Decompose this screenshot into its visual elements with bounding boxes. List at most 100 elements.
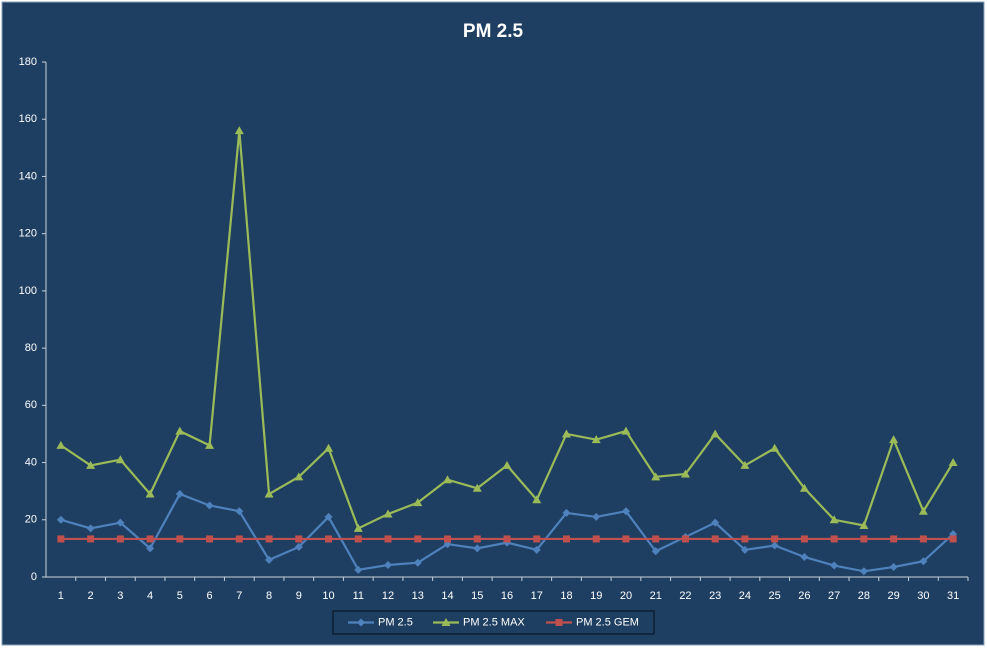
x-tick-label: 26 [798,590,810,602]
marker [681,535,689,543]
marker [829,515,839,524]
marker [265,555,274,564]
marker [740,460,750,469]
marker [146,544,155,553]
marker [145,489,155,498]
marker [771,535,779,543]
marker [889,435,899,444]
marker [235,535,243,543]
marker [383,509,393,518]
x-tick-label: 9 [296,590,302,602]
marker [324,512,333,521]
marker [651,547,660,556]
marker [710,429,720,438]
marker [264,489,274,498]
y-tick-label: 0 [31,571,37,583]
x-tick-label: 24 [739,590,751,602]
x-tick-label: 10 [322,590,334,602]
x-tick-label: 16 [501,590,513,602]
x-tick-label: 17 [531,590,543,602]
marker [116,518,125,527]
marker [146,535,154,543]
marker [621,507,630,516]
x-tick-label: 23 [709,590,721,602]
x-tick-label: 1 [58,590,64,602]
marker [860,535,868,543]
marker [770,541,779,550]
marker [384,560,393,569]
y-tick-label: 80 [25,342,37,354]
x-tick-label: 22 [679,590,691,602]
y-tick-label: 20 [25,514,37,526]
marker [800,535,808,543]
marker [562,508,571,517]
marker [265,535,273,543]
marker [830,561,839,570]
marker [622,535,630,543]
marker [555,619,563,626]
x-tick-label: 29 [888,590,900,602]
marker [444,535,452,543]
marker [115,455,125,464]
x-tick-label: 21 [650,590,662,602]
marker [86,524,95,533]
marker [741,535,749,543]
x-tick-label: 13 [412,590,424,602]
marker [948,458,958,467]
y-tick-label: 60 [25,399,37,411]
marker [890,535,898,543]
marker [770,443,780,452]
marker [740,545,749,554]
marker [56,440,66,449]
marker [562,535,570,543]
x-tick-label: 11 [353,590,364,602]
marker [949,535,957,543]
marker [443,475,453,484]
marker [206,535,214,543]
x-tick-label: 5 [177,590,183,602]
marker [57,535,65,543]
marker [918,506,928,515]
marker [413,558,422,567]
chart-title: PM 2.5 [463,21,524,42]
legend-label: PM 2.5 [378,616,413,628]
marker [799,483,809,492]
x-tick-label: 27 [828,590,840,602]
marker [830,535,838,543]
marker [205,440,215,449]
marker [56,515,65,524]
x-tick-label: 28 [858,590,870,602]
marker [354,535,362,543]
marker [711,535,719,543]
x-tick-label: 12 [382,590,394,602]
marker [592,512,601,521]
marker [324,443,334,452]
x-tick-label: 4 [147,590,153,602]
y-tick-label: 100 [19,285,37,297]
marker [294,472,304,481]
legend-label: PM 2.5 GEM [576,616,639,628]
marker [652,535,660,543]
x-tick-label: 19 [590,590,602,602]
y-tick-label: 120 [19,228,37,240]
marker [87,535,95,543]
marker [533,535,541,543]
marker [711,518,720,527]
marker [651,472,661,481]
x-tick-label: 6 [207,590,213,602]
marker [680,469,690,478]
x-tick-label: 3 [117,590,123,602]
marker [919,557,928,566]
marker [503,535,511,543]
marker [473,544,482,553]
marker [502,460,512,469]
marker [473,535,481,543]
x-tick-label: 30 [917,590,929,602]
marker [414,535,422,543]
x-tick-label: 7 [236,590,242,602]
marker [205,501,214,510]
marker [413,498,423,507]
marker [353,523,363,532]
